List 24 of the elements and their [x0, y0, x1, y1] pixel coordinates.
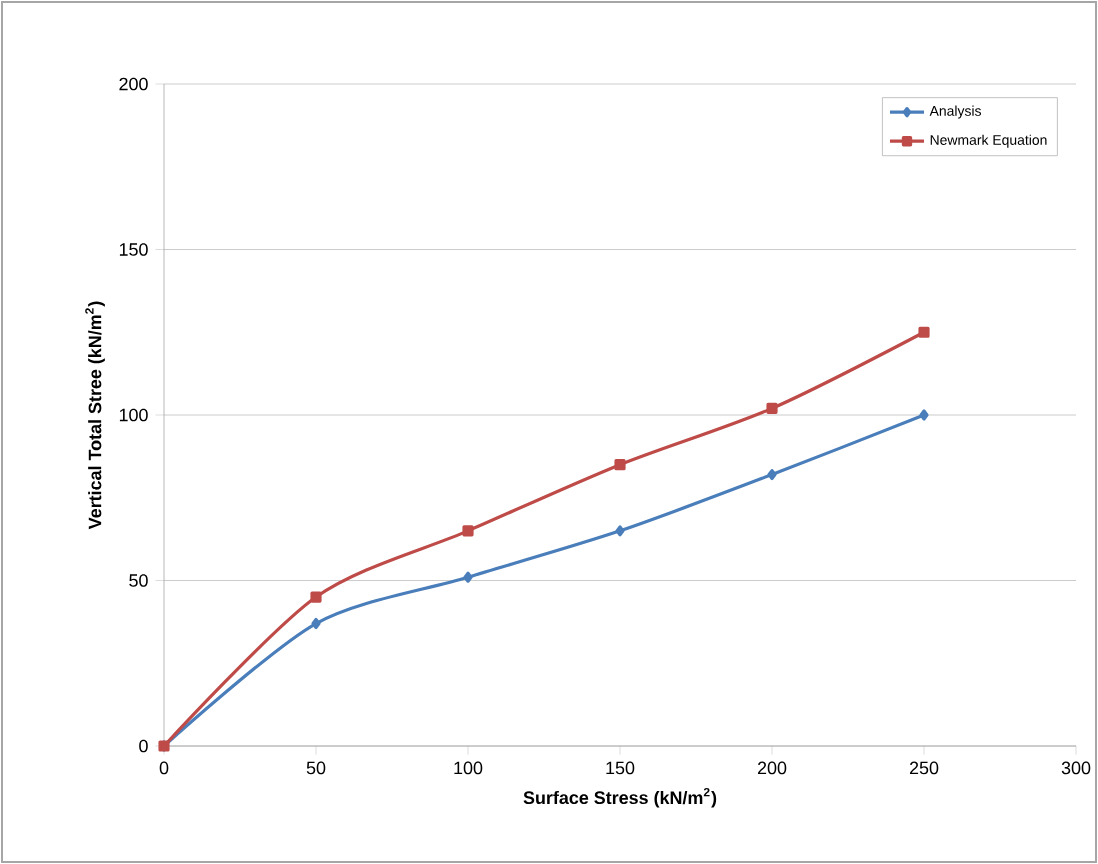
point	[767, 468, 777, 481]
point	[918, 326, 930, 338]
y-axis-title: Vertical Total Stree (kN/m$^{2}$)	[85, 301, 105, 530]
point	[311, 617, 321, 630]
point	[766, 402, 778, 414]
point	[463, 571, 473, 583]
y-tick-label: 50	[129, 574, 148, 587]
point	[614, 459, 626, 471]
x-tick-label: 300	[1061, 761, 1091, 775]
y-tick-label: 0	[139, 739, 148, 753]
point	[615, 525, 625, 537]
x-tick-label: 0	[159, 761, 169, 775]
y-tick-label: 150	[119, 243, 148, 256]
point	[462, 525, 474, 537]
y-tick-label: 200	[119, 77, 148, 91]
x-tick-label: 50	[306, 761, 326, 775]
x-axis-title: Surface Stress (kN/m$^{2}$)	[523, 787, 717, 808]
x-tick-label: 150	[606, 761, 635, 775]
x-tick-label: 250	[909, 761, 939, 775]
point	[310, 591, 322, 603]
y-tick-label: 100	[119, 408, 148, 422]
point	[919, 409, 929, 421]
x-tick-label: 200	[757, 761, 787, 775]
x-tick-label: 100	[454, 761, 483, 775]
